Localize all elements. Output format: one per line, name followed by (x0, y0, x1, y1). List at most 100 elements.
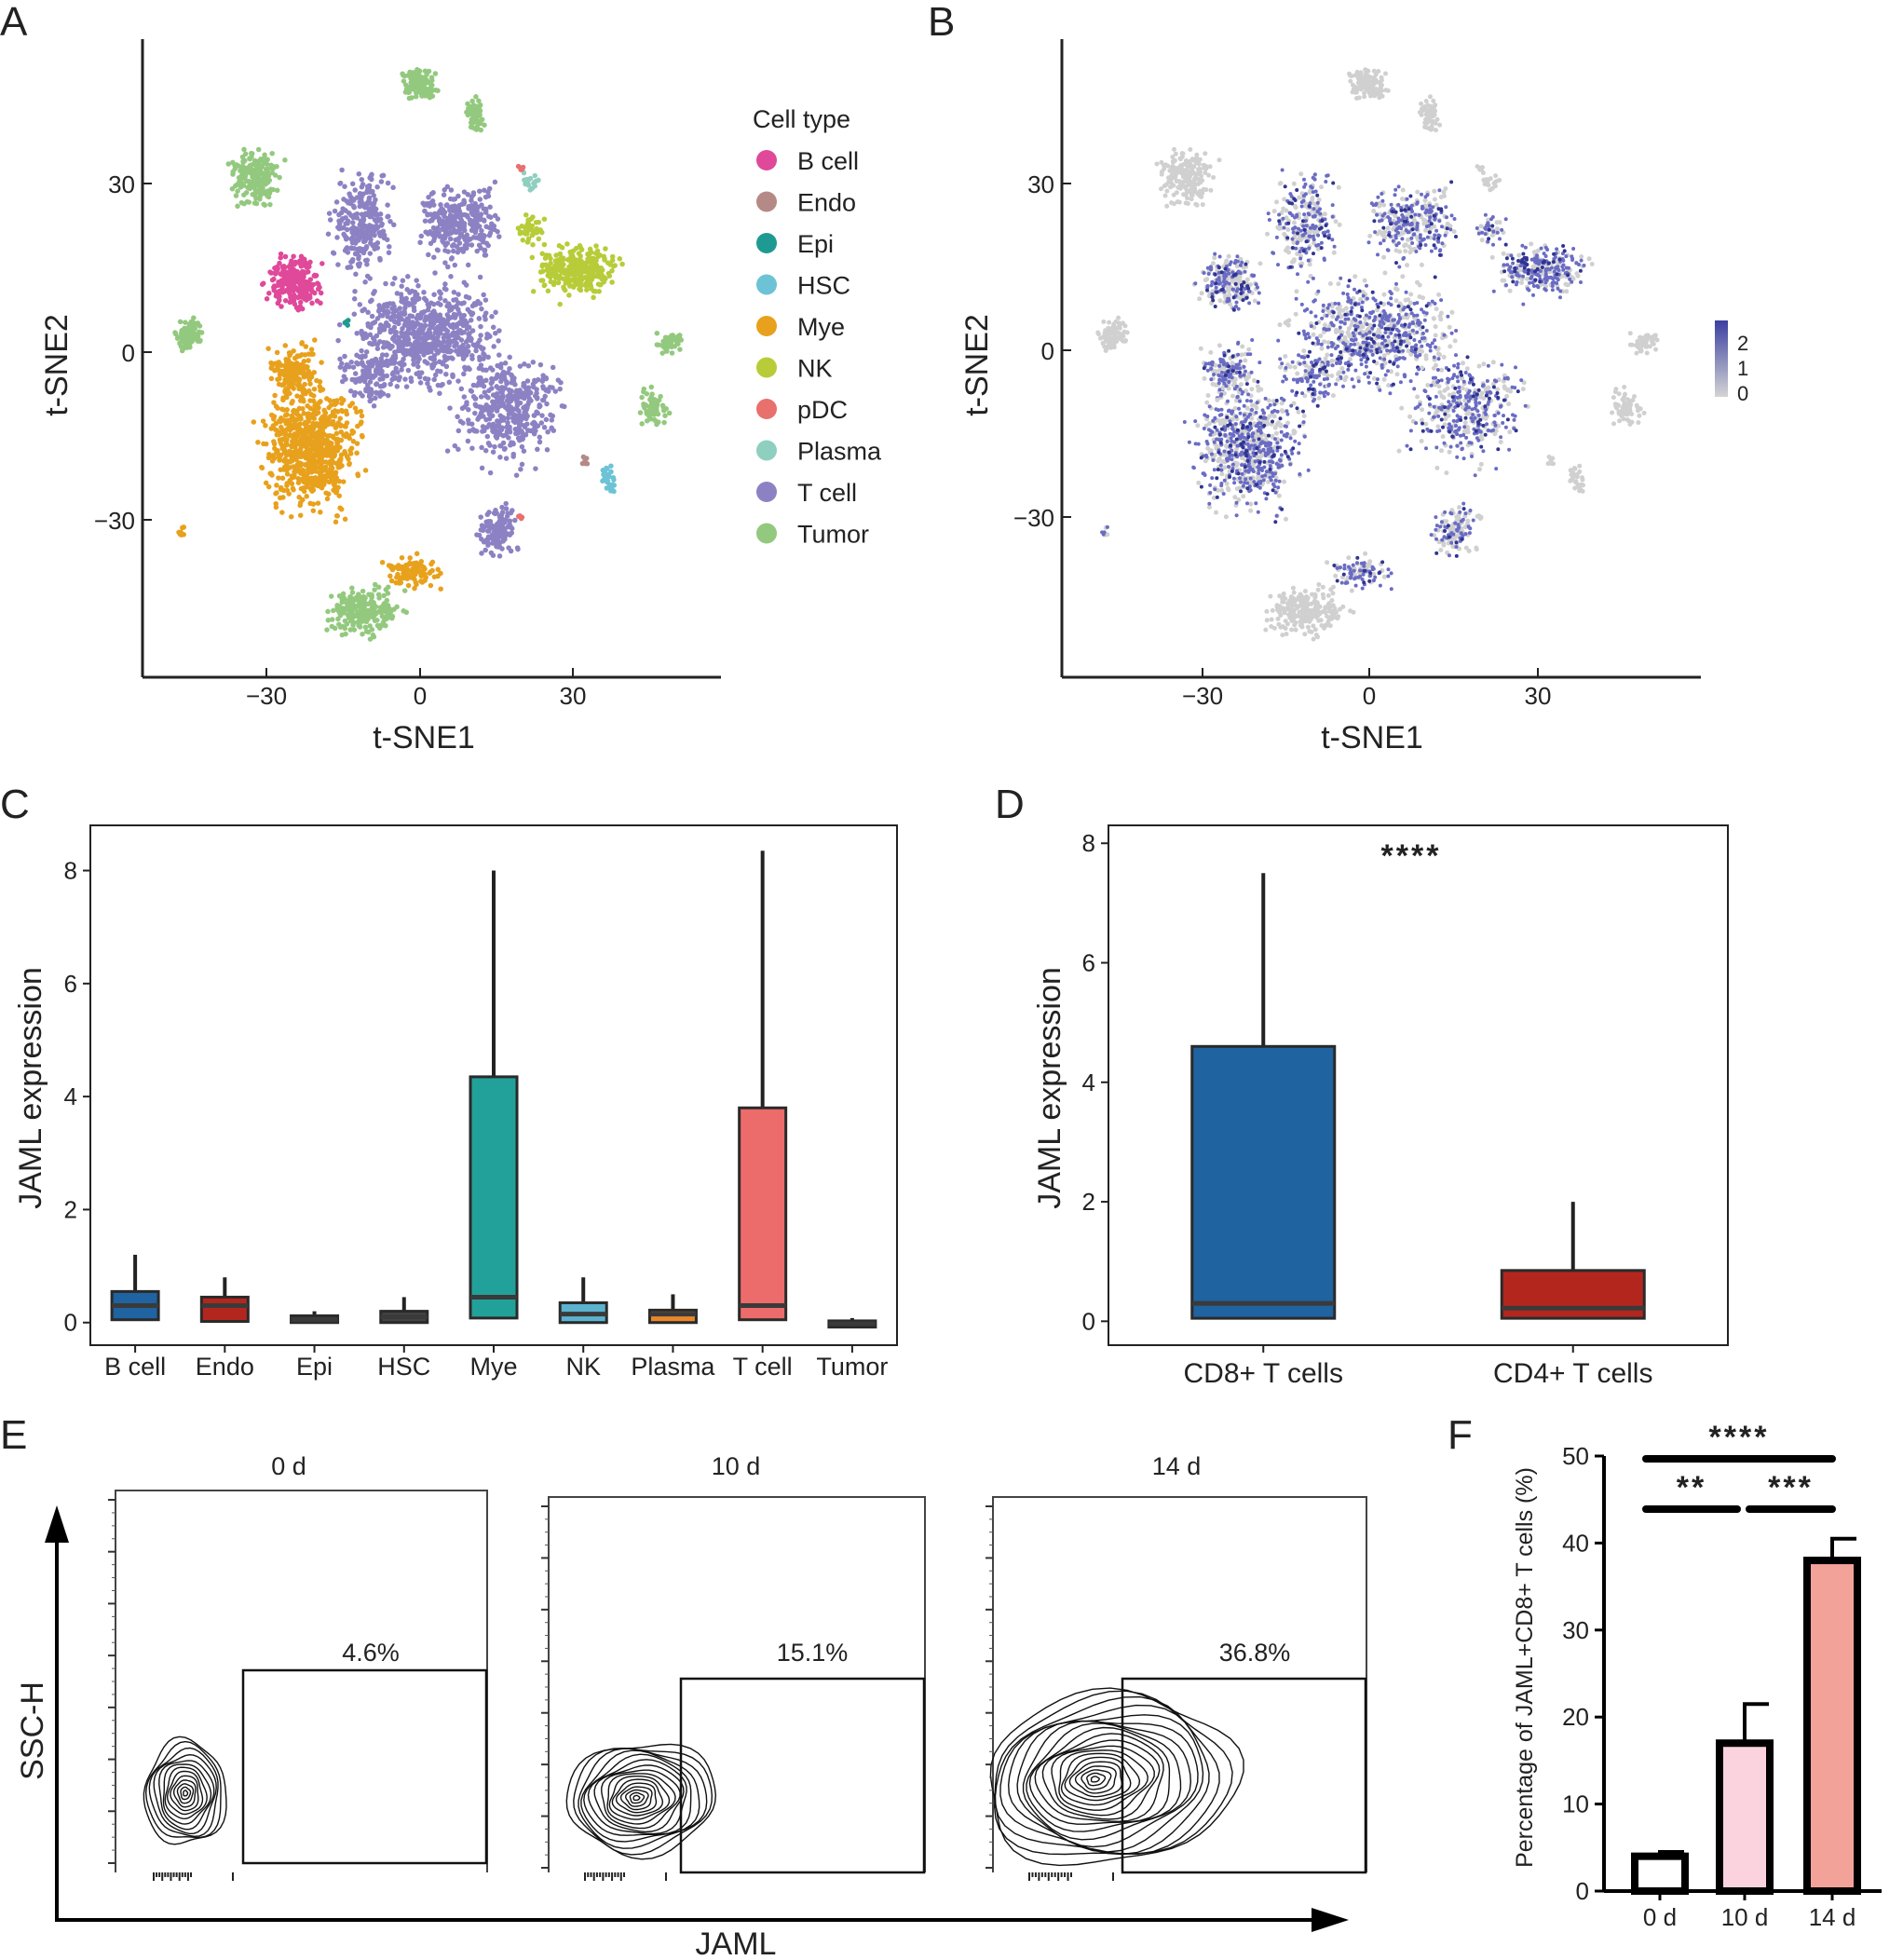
legend-label: Epi (797, 230, 834, 258)
tsne-point-cluster (1277, 181, 1336, 269)
contour-population (989, 1687, 1244, 1867)
y-minor-ticks (108, 1499, 116, 1864)
tsne-point-cluster (325, 167, 397, 281)
contour-population (143, 1735, 227, 1845)
tsne-point-cluster (1335, 561, 1393, 592)
flow-plot: 0 d 4.6% (108, 1452, 488, 1881)
x-tick-label: 0 (414, 682, 427, 710)
contour-line (166, 1770, 204, 1816)
legend-label: T cell (797, 479, 857, 507)
y-tick-label: 0 (1082, 1307, 1095, 1335)
panel-letter-c: C (0, 782, 30, 827)
contour-line (580, 1749, 700, 1843)
contour-line (1090, 1776, 1100, 1783)
plot-frame (115, 1490, 488, 1872)
y-tick-label: 6 (1082, 949, 1095, 977)
panel-c: C 0 2 4 6 8 B cell Endo Epi HSC Mye NK Plasma T cell… (0, 782, 898, 1381)
contour-line (1074, 1765, 1117, 1794)
legend-marker (756, 523, 777, 544)
tsne-point-cluster (440, 350, 567, 478)
contour-line (578, 1748, 708, 1849)
tsne-point-cluster (1545, 455, 1556, 467)
y-axis-title: t-SNE2 (959, 314, 995, 416)
tsne-point-cluster (400, 67, 441, 102)
legend-marker (756, 316, 777, 336)
x-tick-label: 10 d (1721, 1903, 1769, 1931)
tsne-point-cluster (1475, 164, 1486, 172)
panel-letter-e: E (0, 1412, 27, 1458)
gate-box (1121, 1677, 1367, 1874)
panel-a: A 30 0 −30 −30 0 30 t-SNE1 t-SNE2 Cell t… (0, 0, 882, 755)
tsne-point-cluster (1627, 331, 1660, 356)
contour-line (1022, 1721, 1192, 1841)
x-tick-label: CD8+ T cells (1184, 1358, 1343, 1389)
x-axis-title: t-SNE1 (1321, 720, 1423, 755)
x-minor-ticks (153, 1872, 234, 1881)
x-tick-label: Tumor (816, 1353, 888, 1381)
y-tick-label: 4 (1082, 1068, 1095, 1096)
bar (1631, 1852, 1689, 1896)
tsne-point-cluster (1102, 524, 1110, 538)
tsne-point-cluster (1347, 67, 1391, 101)
contour-line (615, 1782, 658, 1814)
box-plot-jaml-cd8-vs-cd4: 0 2 4 6 8 CD8+ T cells CD4+ T cells (1082, 829, 1653, 1389)
contour-line (1086, 1772, 1107, 1787)
legend-label: B cell (797, 147, 859, 175)
tsne-point-cluster (529, 241, 625, 307)
tsne-point-cluster (1295, 347, 1349, 408)
y-tick-label: 30 (108, 170, 135, 198)
box-body (1500, 1269, 1646, 1320)
y-tick-label: 30 (1562, 1616, 1589, 1644)
contour-line (608, 1776, 671, 1820)
box-body (469, 1075, 519, 1320)
panel-d: D 0 2 4 6 8 CD8+ T cells CD4+ T cells **** JAM… (995, 782, 1729, 1389)
legend-label: Tumor (797, 521, 869, 549)
tsne-point-cluster (251, 376, 369, 525)
gate-box (241, 1668, 488, 1865)
contour-population (565, 1743, 717, 1860)
contour-line (143, 1735, 227, 1845)
colorbar-tick: 1 (1737, 357, 1748, 380)
tsne-point-cluster (417, 179, 502, 270)
contour-line (601, 1769, 681, 1830)
tsne-point-cluster (1487, 224, 1495, 241)
contour-line (1034, 1733, 1164, 1823)
x-tick-label: Plasma (631, 1353, 715, 1381)
contour-line (1064, 1756, 1132, 1802)
significance-label: **** (1709, 1420, 1770, 1455)
legend-marker (756, 233, 777, 253)
x-tick-label: 30 (1525, 682, 1552, 710)
contour-line (176, 1783, 195, 1804)
x-axis-title: t-SNE1 (373, 720, 475, 755)
colorbar (1715, 320, 1728, 397)
contour-line (1016, 1720, 1199, 1848)
contour-line (624, 1789, 649, 1807)
tsne-point-cluster (521, 170, 541, 193)
y-tick-label: 0 (64, 1309, 77, 1337)
y-tick-label: 8 (1082, 829, 1095, 857)
tsne-point-cluster (1100, 524, 1109, 537)
x-tick-label: Endo (196, 1353, 254, 1381)
gate-percentage: 36.8% (1219, 1639, 1291, 1667)
legend-label: pDC (797, 396, 848, 424)
contour-line (1041, 1739, 1161, 1820)
y-tick-label: 20 (1562, 1703, 1589, 1731)
colorbar-tick: 0 (1737, 382, 1748, 405)
tsne-point-cluster (1396, 351, 1530, 476)
y-tick-label: 40 (1562, 1529, 1589, 1557)
tsne-point-cluster (1610, 385, 1647, 427)
tsne-scatter-jaml-expression (1095, 67, 1660, 642)
contour-line (170, 1775, 199, 1812)
tsne-point-cluster (1502, 242, 1583, 284)
contour-line (593, 1764, 685, 1833)
contour-line (1026, 1722, 1182, 1832)
tsne-point-cluster (515, 163, 526, 172)
plot-frame (548, 1496, 926, 1872)
contour-line (989, 1687, 1244, 1867)
y-tick-label: 2 (1082, 1188, 1095, 1216)
x-tick-label: CD4+ T cells (1493, 1358, 1652, 1389)
tsne-point-cluster (1182, 377, 1311, 518)
x-minor-ticks (1028, 1872, 1114, 1881)
y-tick-label: 30 (1027, 170, 1054, 198)
